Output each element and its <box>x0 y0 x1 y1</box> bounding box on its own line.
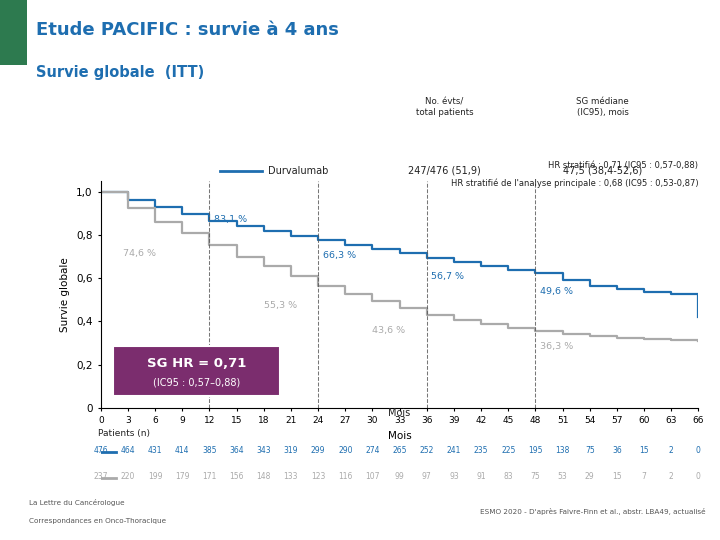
Text: 237: 237 <box>94 472 108 481</box>
Text: 156: 156 <box>230 472 244 481</box>
Text: 83: 83 <box>503 472 513 481</box>
Text: 29: 29 <box>585 472 595 481</box>
Text: 252: 252 <box>420 446 434 455</box>
Text: 235: 235 <box>474 446 488 455</box>
Text: 265: 265 <box>392 446 407 455</box>
Text: 15: 15 <box>639 446 649 455</box>
Text: Etude PACIFIC : survie à 4 ans: Etude PACIFIC : survie à 4 ans <box>36 21 339 39</box>
Text: Patients (n): Patients (n) <box>98 429 150 438</box>
X-axis label: Mois: Mois <box>388 430 411 441</box>
Text: 83,1 %: 83,1 % <box>214 215 247 224</box>
Text: 179: 179 <box>175 472 189 481</box>
Text: 56,7 %: 56,7 % <box>431 272 464 281</box>
Text: 476: 476 <box>94 446 108 455</box>
Bar <box>0 0 27 65</box>
Text: 66,3 %: 66,3 % <box>323 251 356 260</box>
Text: SG médiane
(IC95), mois: SG médiane (IC95), mois <box>577 97 629 117</box>
Text: 49,6 %: 49,6 % <box>540 287 573 296</box>
Text: 123: 123 <box>311 472 325 481</box>
Text: 36,3 %: 36,3 % <box>540 342 573 351</box>
Text: Durvalumab: Durvalumab <box>268 166 328 176</box>
Text: 148: 148 <box>256 472 271 481</box>
Text: 74,6 %: 74,6 % <box>123 249 156 258</box>
Text: 99: 99 <box>395 472 405 481</box>
Text: 319: 319 <box>284 446 298 455</box>
Text: 220: 220 <box>121 472 135 481</box>
Text: Correspondances en Onco-Thoracique: Correspondances en Onco-Thoracique <box>29 518 166 524</box>
Text: 299: 299 <box>311 446 325 455</box>
Text: 364: 364 <box>229 446 244 455</box>
Text: 53: 53 <box>558 472 567 481</box>
Text: 133: 133 <box>284 472 298 481</box>
Text: ESMO 2020 - D'après Faivre-Finn et al., abstr. LBA49, actualisé: ESMO 2020 - D'après Faivre-Finn et al., … <box>480 508 706 515</box>
Text: 75: 75 <box>585 446 595 455</box>
Text: 91: 91 <box>476 472 486 481</box>
Text: No. évts/
total patients: No. évts/ total patients <box>415 97 473 117</box>
Text: 431: 431 <box>148 446 163 455</box>
Text: (IC95 : 0,57–0,88): (IC95 : 0,57–0,88) <box>153 377 240 387</box>
Text: 107: 107 <box>365 472 379 481</box>
Text: 247/476 (51,9): 247/476 (51,9) <box>408 166 481 176</box>
Text: 15: 15 <box>612 472 622 481</box>
Text: La Lettre du Cancérologue: La Lettre du Cancérologue <box>29 499 125 506</box>
Text: 116: 116 <box>338 472 353 481</box>
Text: 149/237 (62,9): 149/237 (62,9) <box>408 197 481 207</box>
Text: 138: 138 <box>555 446 570 455</box>
Text: 241: 241 <box>446 446 461 455</box>
Text: Survie globale  (ITT): Survie globale (ITT) <box>36 65 204 80</box>
Text: SG HR = 0,71: SG HR = 0,71 <box>147 357 246 370</box>
Text: 29,1 (22,1-35,1): 29,1 (22,1-35,1) <box>563 197 642 207</box>
Text: Placebo: Placebo <box>268 197 307 207</box>
Text: 343: 343 <box>256 446 271 455</box>
Text: 464: 464 <box>121 446 135 455</box>
Y-axis label: Survie globale: Survie globale <box>60 257 71 332</box>
Text: Mois: Mois <box>389 408 410 418</box>
Text: 0: 0 <box>696 472 701 481</box>
Text: 195: 195 <box>528 446 543 455</box>
Text: 385: 385 <box>202 446 217 455</box>
Text: 274: 274 <box>365 446 379 455</box>
Text: 7: 7 <box>642 472 647 481</box>
Text: 225: 225 <box>501 446 516 455</box>
Text: 47,5 (38,4-52,6): 47,5 (38,4-52,6) <box>563 166 642 176</box>
Text: 171: 171 <box>202 472 217 481</box>
Text: HR stratifié : 0,71 (IC95 : 0,57-0,88): HR stratifié : 0,71 (IC95 : 0,57-0,88) <box>549 160 698 170</box>
Text: 43,6 %: 43,6 % <box>372 327 405 335</box>
Text: HR stratifié de l'analyse principale : 0,68 (IC95 : 0,53-0,87): HR stratifié de l'analyse principale : 0… <box>451 178 698 188</box>
Text: 199: 199 <box>148 472 163 481</box>
Text: 290: 290 <box>338 446 353 455</box>
Text: 75: 75 <box>531 472 540 481</box>
Text: 414: 414 <box>175 446 189 455</box>
Text: 0: 0 <box>696 446 701 455</box>
Text: 2: 2 <box>669 446 674 455</box>
Text: 93: 93 <box>449 472 459 481</box>
FancyBboxPatch shape <box>113 347 280 396</box>
Text: 2: 2 <box>669 472 674 481</box>
Text: 55,3 %: 55,3 % <box>264 301 297 310</box>
Text: 36: 36 <box>612 446 622 455</box>
Text: 97: 97 <box>422 472 431 481</box>
